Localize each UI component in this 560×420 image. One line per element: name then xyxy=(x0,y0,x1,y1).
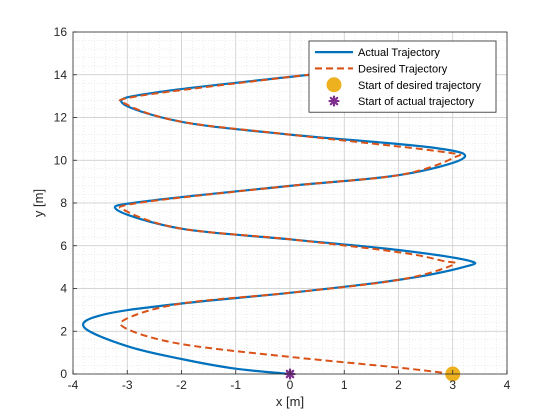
legend-entry[interactable]: Desired Trajectory xyxy=(315,63,448,75)
y-tick-label: 16 xyxy=(54,25,68,39)
legend-swatch xyxy=(328,95,340,107)
y-tick-label: 12 xyxy=(54,111,68,125)
y-tick-label: 4 xyxy=(60,282,67,296)
series-layer xyxy=(82,73,477,376)
x-tick-label: 3 xyxy=(449,378,456,392)
legend-label: Start of actual trajectory xyxy=(358,96,475,108)
y-tick-label: 0 xyxy=(60,367,67,381)
x-tick-label: -4 xyxy=(68,378,79,392)
y-axis-ticks: 0 2 4 6 8 10 12 14 16 xyxy=(54,25,77,381)
y-tick-label: 10 xyxy=(54,153,68,167)
legend-entry[interactable]: Actual Trajectory xyxy=(315,47,440,59)
x-axis-label: x [m] xyxy=(276,394,304,409)
y-tick-label: 6 xyxy=(60,239,67,253)
y-tick-label: 14 xyxy=(54,68,68,82)
y-tick-label: 2 xyxy=(60,324,67,338)
x-tick-label: -2 xyxy=(176,378,187,392)
legend-swatch xyxy=(326,77,342,93)
x-tick-label: 0 xyxy=(287,378,294,392)
legend-label: Start of desired trajectory xyxy=(358,80,481,92)
legend-entry[interactable]: Start of actual trajectory xyxy=(328,95,475,108)
series-line-desired xyxy=(118,73,462,375)
legend-label: Desired Trajectory xyxy=(358,63,448,75)
x-tick-label: 2 xyxy=(395,378,402,392)
legend-entry[interactable]: Start of desired trajectory xyxy=(326,77,481,93)
legend-label: Actual Trajectory xyxy=(358,47,440,59)
x-tick-label: 4 xyxy=(504,378,511,392)
x-tick-label: 1 xyxy=(341,378,348,392)
y-tick-label: 8 xyxy=(60,196,67,210)
x-tick-label: -1 xyxy=(230,378,241,392)
x-tick-label: -3 xyxy=(122,378,133,392)
y-axis-label: y [m] xyxy=(31,189,46,217)
x-axis-ticks: -4 -3 -2 -1 0 1 2 3 4 xyxy=(68,370,511,392)
legend[interactable]: Actual Trajectory Desired Trajectory Start… xyxy=(308,40,497,113)
